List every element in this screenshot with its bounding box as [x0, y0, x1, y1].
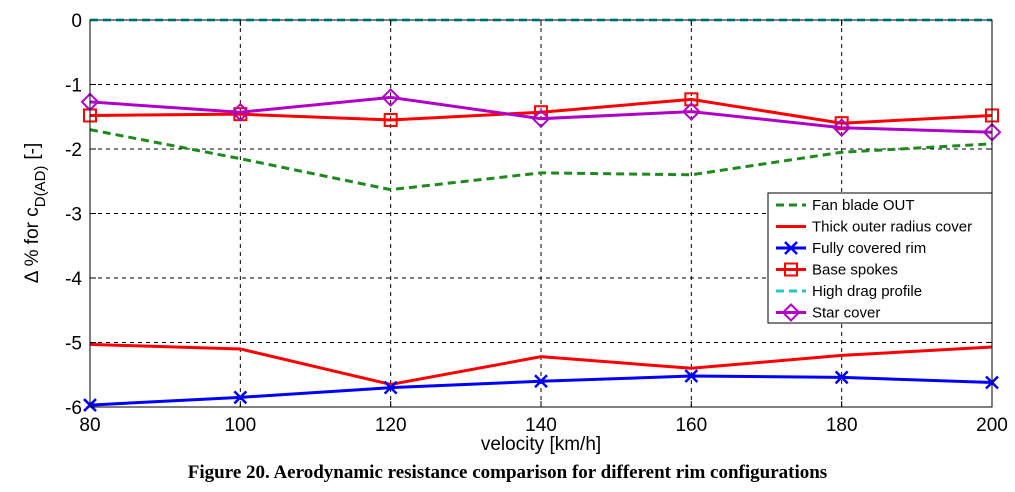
legend-entry: Star cover — [776, 303, 880, 322]
legend-label: Fully covered rim — [812, 240, 926, 257]
series-line — [89, 128, 993, 192]
data-point-marker — [381, 87, 401, 107]
data-point-marker — [781, 303, 801, 322]
legend-entry: Thick outer radius cover — [776, 219, 972, 236]
y-axis-label-subscript: D(AD) — [32, 166, 49, 208]
x-tick-label: 200 — [976, 415, 1008, 436]
legend-label: High drag profile — [812, 283, 922, 300]
data-point-marker — [684, 92, 699, 107]
x-tick-label: 120 — [375, 415, 407, 436]
legend-entry: Base spokes — [776, 262, 898, 279]
legend-label: Fan blade OUT — [812, 197, 915, 214]
y-tick-label: 0 — [71, 11, 82, 32]
legend-entry: Fully covered rim — [776, 240, 926, 257]
data-point-marker — [230, 102, 250, 122]
y-axis-label-main: Δ % for c — [22, 207, 43, 283]
legend-label: Base spokes — [812, 262, 898, 279]
series-fan-blade-out — [89, 128, 993, 192]
legend-entry: High drag profile — [776, 283, 922, 300]
x-tick-label: 180 — [826, 415, 858, 436]
figure-caption: Figure 20. Aerodynamic resistance compar… — [187, 462, 828, 483]
series-line — [89, 342, 993, 386]
data-point-marker — [681, 102, 701, 122]
series-line — [89, 97, 993, 125]
data-point-marker — [784, 262, 798, 277]
y-tick-label: -3 — [65, 205, 82, 226]
series-line — [89, 95, 993, 134]
data-point-marker — [832, 118, 852, 138]
x-tick-label: 100 — [224, 415, 256, 436]
legend-label: Thick outer radius cover — [812, 219, 972, 236]
x-tick-label: 140 — [525, 415, 557, 436]
y-tick-label: -2 — [65, 140, 82, 161]
y-tick-label: -4 — [65, 269, 82, 290]
data-point-marker — [383, 112, 398, 127]
legend-entry: Fan blade OUT — [776, 197, 915, 214]
y-axis-label-unit: [-] — [22, 143, 43, 160]
y-tick-label: -6 — [65, 398, 82, 419]
legend: Fan blade OUT Thick outer radius cover Ful… — [767, 192, 993, 324]
x-axis-label: velocity [km/h] — [481, 434, 601, 455]
grid-lines — [90, 20, 992, 407]
data-point-marker — [784, 241, 798, 255]
data-point-marker — [383, 380, 398, 395]
y-axis-label: Δ % for cD(AD) [-] — [22, 143, 49, 284]
data-point-marker — [834, 370, 849, 385]
data-point-marker — [233, 390, 248, 405]
data-point-marker — [684, 369, 699, 383]
y-tick-label: -5 — [65, 334, 82, 355]
x-tick-label: 80 — [79, 415, 100, 436]
legend-box — [767, 192, 993, 324]
legend-label: Star cover — [812, 305, 880, 322]
data-point-marker — [531, 109, 551, 129]
x-tick-label: 160 — [675, 415, 707, 436]
data-point-marker — [534, 374, 548, 389]
axis-ticks: 80 100 120 140 160 180 200 0 -1 -2 -3 -4 -5 -6 — [65, 11, 1008, 436]
y-tick-label: -1 — [65, 76, 82, 97]
series-thick-outer-radius-cover — [89, 342, 993, 386]
